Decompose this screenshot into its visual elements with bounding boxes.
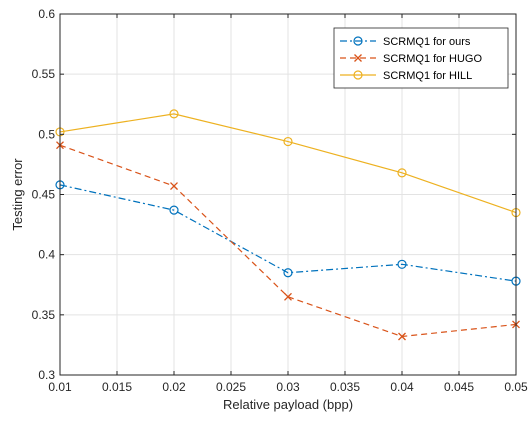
marker-stroke <box>170 182 178 191</box>
marker-stroke <box>398 332 406 341</box>
legend: SCRMQ1 for ours SCRMQ1 for HUGO SCRMQ1 for… <box>333 27 509 89</box>
y-tick-label: 0.5 <box>38 127 55 141</box>
y-tick-label: 0.6 <box>38 7 55 21</box>
marker-stroke <box>284 292 292 301</box>
y-axis-label: Testing error <box>10 158 25 231</box>
legend-entry-label: SCRMQ1 for HUGO <box>383 53 482 65</box>
marker-stroke <box>354 54 362 62</box>
legend-marker <box>354 54 362 62</box>
y-tick-label: 0.45 <box>32 188 56 202</box>
x-axis-label: Relative payload (bpp) <box>223 397 353 412</box>
x-tick-label: 0.035 <box>330 380 360 394</box>
series-layer <box>55 109 521 341</box>
x-tick-label: 0.015 <box>102 380 132 394</box>
data-point <box>169 205 179 215</box>
x-tick-label: 0.01 <box>48 380 72 394</box>
data-point <box>398 332 406 341</box>
x-tick-label: 0.04 <box>390 380 414 394</box>
y-tick-label: 0.4 <box>38 248 55 262</box>
axis-ticks <box>59 13 517 376</box>
y-tick-label: 0.55 <box>32 67 56 81</box>
data-point <box>284 292 292 301</box>
x-tick-label: 0.02 <box>162 380 186 394</box>
axis-tick-labels: 0.01 0.015 0.02 0.025 0.03 0.035 0.04 0.045 0.05… <box>32 7 528 394</box>
data-point <box>397 168 407 178</box>
legend-entry-label: SCRMQ1 for HILL <box>383 70 472 82</box>
data-point <box>170 182 178 191</box>
x-tick-label: 0.045 <box>444 380 474 394</box>
x-tick-label: 0.03 <box>276 380 300 394</box>
legend-marker <box>353 70 363 80</box>
series-line <box>59 184 517 282</box>
y-tick-label: 0.3 <box>38 368 55 382</box>
data-point <box>283 268 293 278</box>
data-point <box>283 136 293 147</box>
x-tick-label: 0.05 <box>504 380 528 394</box>
legend-entry-label: SCRMQ1 for ours <box>383 36 471 48</box>
legend-marker <box>353 36 363 46</box>
x-tick-label: 0.025 <box>216 380 246 394</box>
series-line <box>59 113 517 214</box>
data-point <box>169 109 179 119</box>
data-point <box>397 259 407 269</box>
y-tick-label: 0.35 <box>32 308 56 322</box>
